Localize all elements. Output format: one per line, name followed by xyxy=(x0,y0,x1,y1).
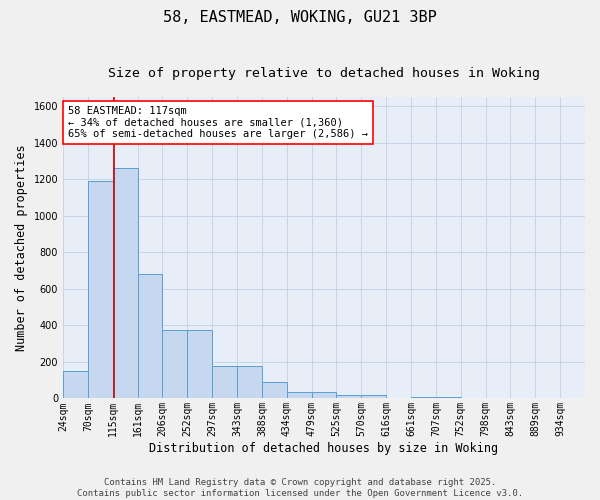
Bar xyxy=(411,396,436,398)
Title: Size of property relative to detached houses in Woking: Size of property relative to detached ho… xyxy=(108,68,540,80)
X-axis label: Distribution of detached houses by size in Woking: Distribution of detached houses by size … xyxy=(149,442,499,455)
Bar xyxy=(113,168,137,398)
Bar xyxy=(187,330,212,398)
Bar xyxy=(361,395,386,398)
Bar xyxy=(237,366,262,398)
Y-axis label: Number of detached properties: Number of detached properties xyxy=(15,144,28,351)
Bar xyxy=(287,392,311,398)
Bar xyxy=(163,330,187,398)
Bar xyxy=(337,395,361,398)
Bar xyxy=(436,396,461,398)
Bar xyxy=(212,366,237,398)
Bar xyxy=(88,181,113,398)
Bar xyxy=(311,392,337,398)
Bar xyxy=(262,382,287,398)
Bar xyxy=(137,274,163,398)
Text: 58, EASTMEAD, WOKING, GU21 3BP: 58, EASTMEAD, WOKING, GU21 3BP xyxy=(163,10,437,25)
Text: Contains HM Land Registry data © Crown copyright and database right 2025.
Contai: Contains HM Land Registry data © Crown c… xyxy=(77,478,523,498)
Text: 58 EASTMEAD: 117sqm
← 34% of detached houses are smaller (1,360)
65% of semi-det: 58 EASTMEAD: 117sqm ← 34% of detached ho… xyxy=(68,106,368,139)
Bar xyxy=(63,371,88,398)
